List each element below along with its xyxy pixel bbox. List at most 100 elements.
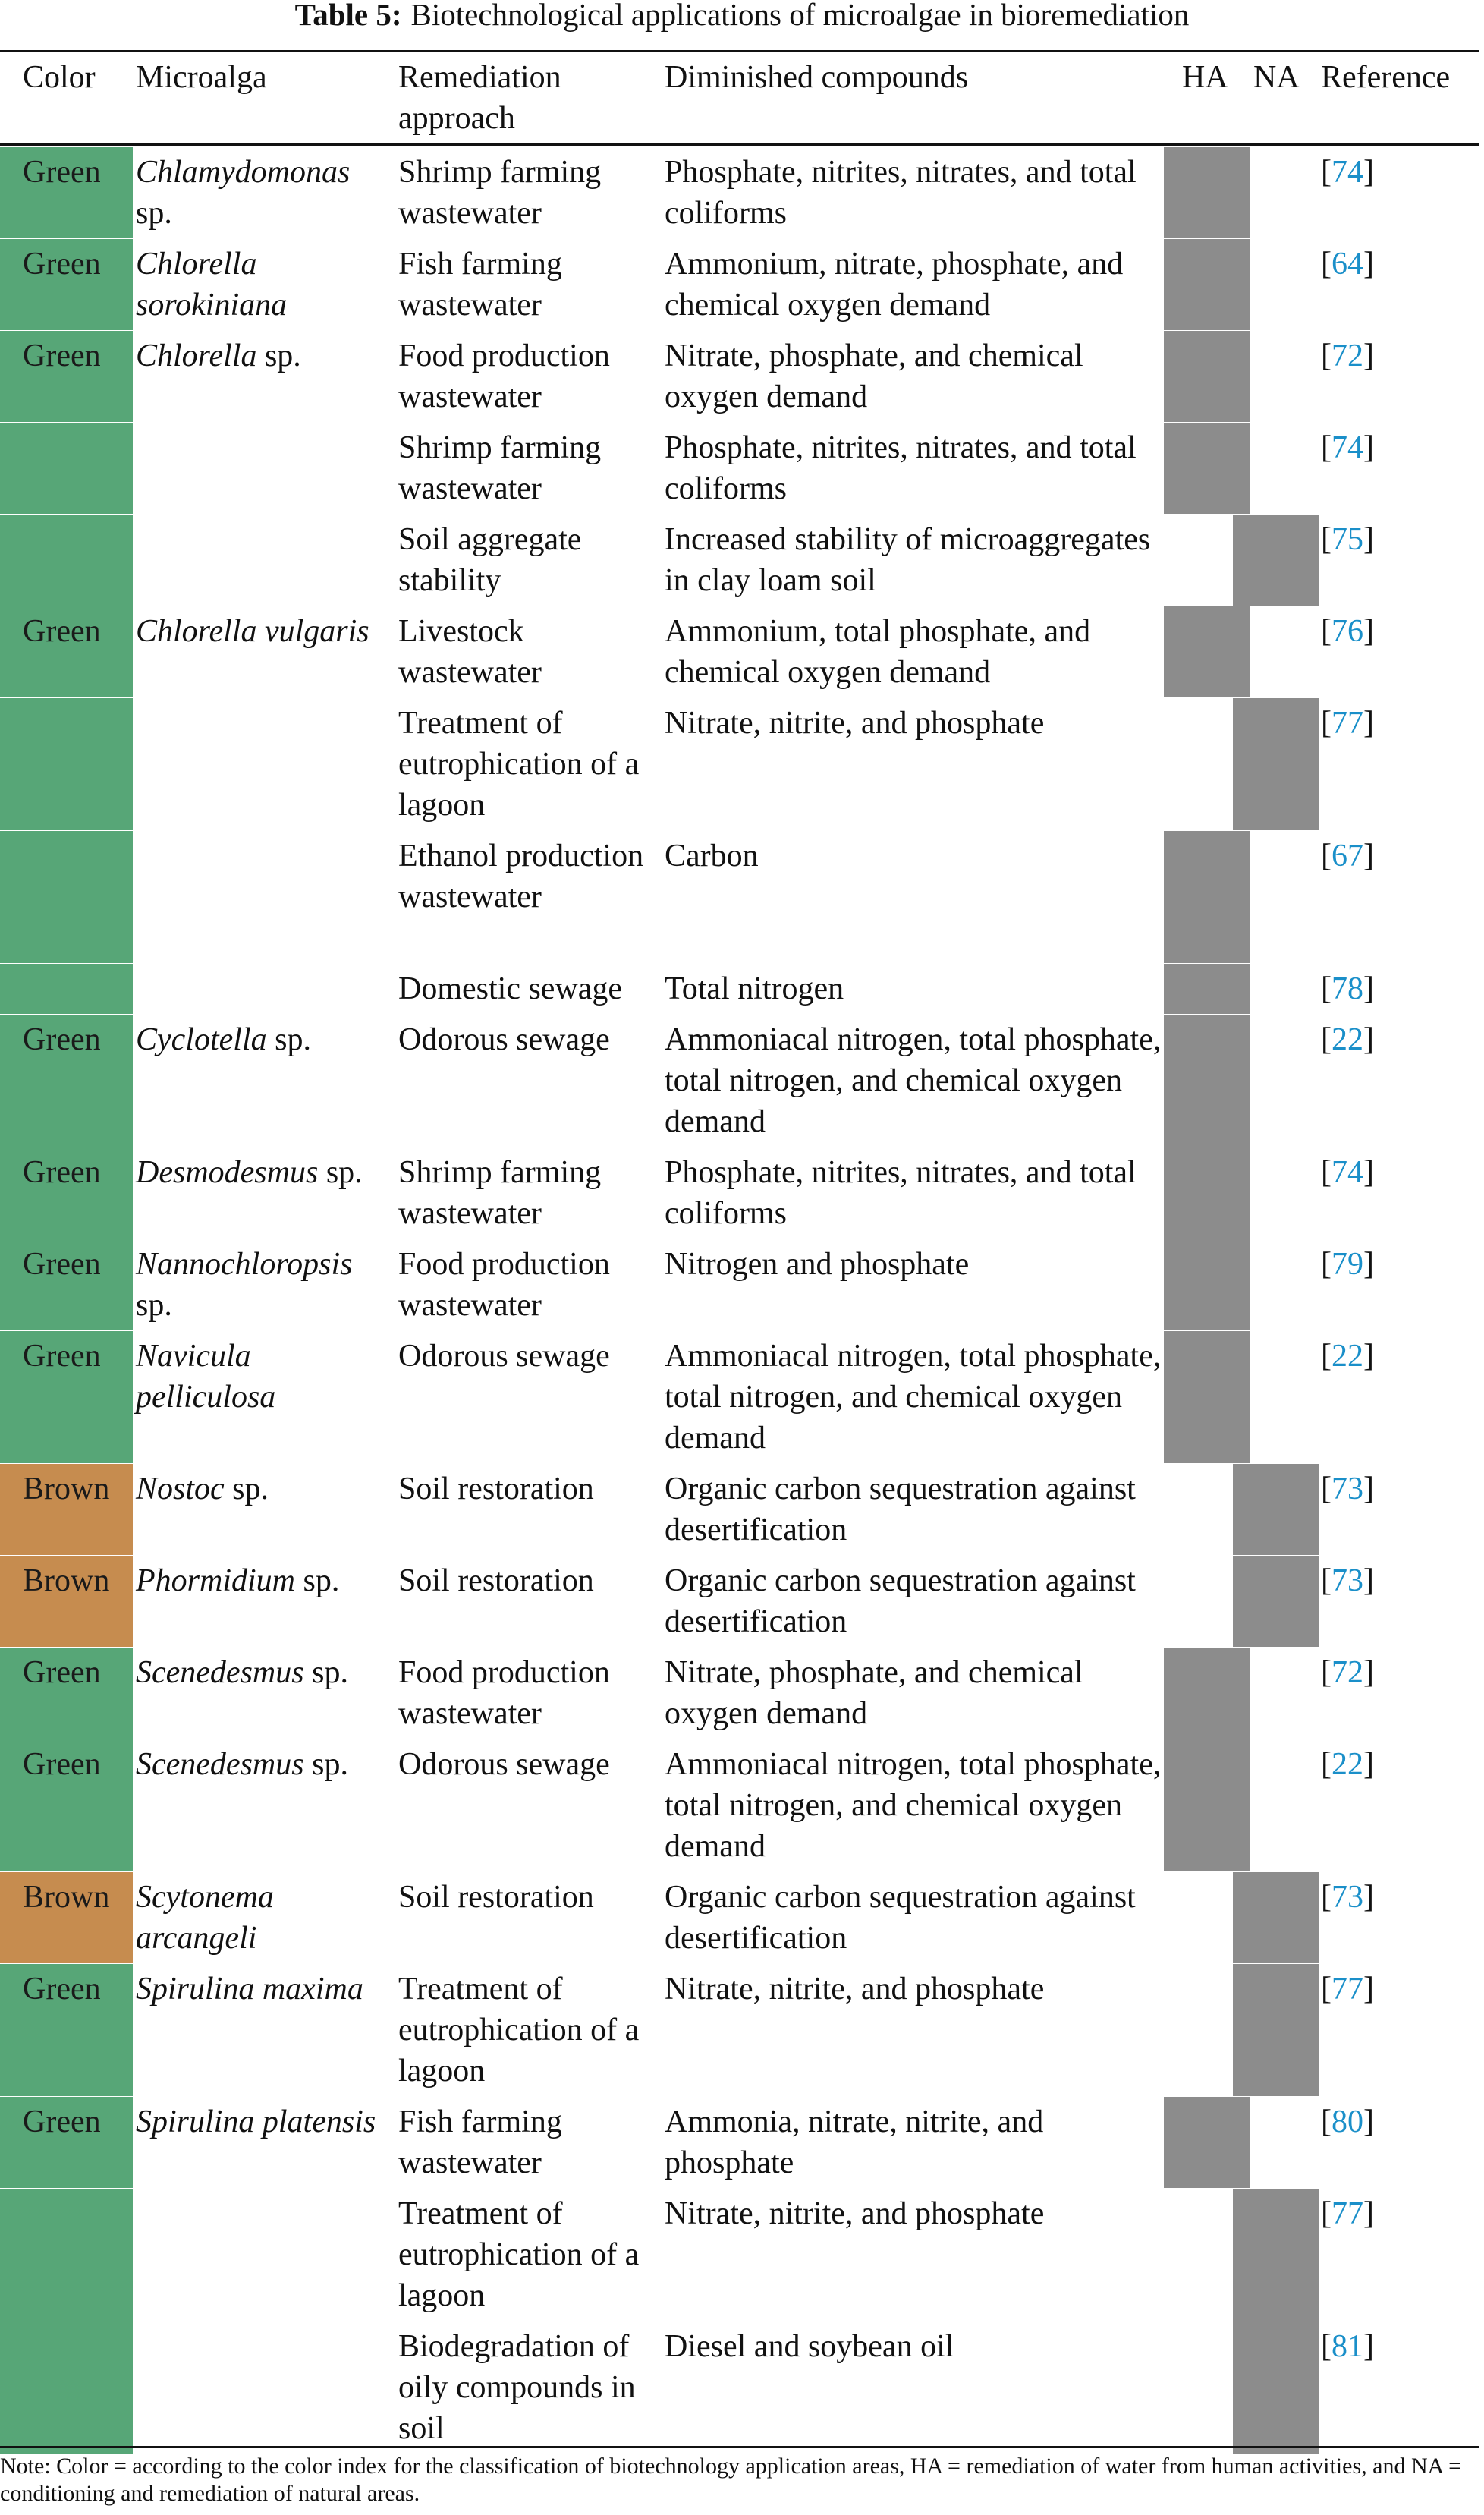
microalga-name: Chlorella sorokiniana xyxy=(136,247,288,323)
table-row: Biodegradation of oily compounds in soil… xyxy=(0,2321,1479,2454)
header-remediation: Remediation approach xyxy=(398,60,561,136)
ha-marker xyxy=(1164,1147,1250,1239)
table-row: Green Chlamydomonas sp. Shrimp farming was… xyxy=(0,146,1479,238)
table-row: Green Chlorella vulgaris Livestock wastewa… xyxy=(0,606,1479,697)
remediation-cell: Fish farming wastewater xyxy=(398,247,562,323)
reference-link[interactable]: 74 xyxy=(1332,1155,1363,1190)
compounds-cell: Increased stability of microaggregates i… xyxy=(665,522,1151,598)
reference-cell: [80] xyxy=(1321,2104,1374,2139)
reference-cell: [64] xyxy=(1321,247,1374,282)
remediation-cell: Food production wastewater xyxy=(398,1655,610,1731)
color-cell: Green xyxy=(0,1331,133,1463)
reference-link[interactable]: 76 xyxy=(1332,614,1363,649)
color-cell: Green xyxy=(0,1015,133,1147)
microalga-name: Scenedesmus xyxy=(136,1747,304,1782)
reference-cell: [72] xyxy=(1321,338,1374,373)
table-body: Green Chlamydomonas sp. Shrimp farming was… xyxy=(0,146,1479,2454)
reference-link[interactable]: 67 xyxy=(1332,839,1363,873)
reference-link[interactable]: 73 xyxy=(1332,1880,1363,1915)
microalga-cell: Nostoc sp. xyxy=(136,1468,386,1509)
color-cell: Green xyxy=(0,1147,133,1239)
reference-link[interactable]: 74 xyxy=(1332,430,1363,465)
ha-marker xyxy=(1164,1331,1250,1463)
microalga-name: Spirulina platensis xyxy=(136,2104,376,2139)
bottom-rule xyxy=(0,2446,1479,2448)
color-label: Green xyxy=(23,247,101,282)
na-marker xyxy=(1233,515,1319,606)
microalga-cell: Cyclotella sp. xyxy=(136,1019,386,1060)
reference-cell: [75] xyxy=(1321,522,1374,557)
table-note: Note: Color = according to the color ind… xyxy=(0,2454,1462,2506)
table-row: Brown Phormidium sp. Soil restoration Organ… xyxy=(0,1555,1479,1647)
reference-cell: [73] xyxy=(1321,1880,1374,1915)
color-label: Brown xyxy=(23,1563,110,1598)
ha-marker xyxy=(1164,606,1250,697)
color-cell: Green xyxy=(0,1239,133,1330)
microalga-cell: Chlamydomonas sp. xyxy=(136,152,386,234)
remediation-cell: Food production wastewater xyxy=(398,338,610,414)
reference-link[interactable]: 73 xyxy=(1332,1472,1363,1506)
microalga-cell: Chlorella sorokiniana xyxy=(136,244,386,326)
reference-link[interactable]: 72 xyxy=(1332,1655,1363,1690)
reference-link[interactable]: 22 xyxy=(1332,1747,1363,1782)
remediation-cell: Odorous sewage xyxy=(398,1339,610,1374)
compounds-cell: Organic carbon sequestration against des… xyxy=(665,1880,1136,1956)
ha-marker xyxy=(1164,1239,1250,1330)
ha-marker xyxy=(1164,147,1250,238)
species-suffix: sp. xyxy=(136,196,172,231)
compounds-cell: Nitrate, phosphate, and chemical oxygen … xyxy=(665,338,1083,414)
microalga-cell: Chlorella vulgaris xyxy=(136,611,386,652)
species-suffix: sp. xyxy=(232,1472,269,1506)
reference-link[interactable]: 80 xyxy=(1332,2104,1363,2139)
color-cell: Green xyxy=(0,147,133,238)
reference-link[interactable]: 73 xyxy=(1332,1563,1363,1598)
reference-link[interactable]: 77 xyxy=(1332,706,1363,741)
table-row: Brown Nostoc sp. Soil restoration Organic c… xyxy=(0,1463,1479,1555)
table-row: Green Chlorella sorokiniana Fish farming w… xyxy=(0,238,1479,330)
remediation-cell: Food production wastewater xyxy=(398,1247,610,1323)
microalga-name: Nostoc xyxy=(136,1472,225,1506)
remediation-cell: Shrimp farming wastewater xyxy=(398,430,602,506)
reference-link[interactable]: 81 xyxy=(1332,2329,1363,2364)
species-suffix: sp. xyxy=(136,1288,172,1323)
ha-marker xyxy=(1164,239,1250,330)
compounds-cell: Phosphate, nitrites, nitrates, and total… xyxy=(665,1155,1137,1231)
remediation-cell: Treatment of eutrophication of a lagoon xyxy=(398,1972,640,2088)
table-row: Brown Scytonema arcangeli Soil restoration… xyxy=(0,1871,1479,1963)
reference-link[interactable]: 77 xyxy=(1332,1972,1363,2007)
reference-link[interactable]: 22 xyxy=(1332,1339,1363,1374)
table-row: Shrimp farming wastewater Phosphate, nitr… xyxy=(0,422,1479,514)
top-rule xyxy=(0,50,1479,52)
reference-cell: [22] xyxy=(1321,1022,1374,1057)
reference-link[interactable]: 22 xyxy=(1332,1022,1363,1057)
color-cell: Green xyxy=(0,1964,133,2096)
color-label: Green xyxy=(23,1247,101,1282)
compounds-cell: Ammonium, total phosphate, and chemical … xyxy=(665,614,1091,690)
microalga-cell: Navicula pelliculosa xyxy=(136,1336,386,1418)
microalga-name: Chlorella xyxy=(136,338,257,373)
species-suffix: sp. xyxy=(275,1022,311,1057)
microalga-cell: Phormidium sp. xyxy=(136,1560,386,1601)
color-label: Green xyxy=(23,1747,101,1782)
remediation-cell: Biodegradation of oily compounds in soil xyxy=(398,2329,636,2446)
compounds-cell: Carbon xyxy=(665,839,759,873)
remediation-cell: Ethanol production wastewater xyxy=(398,839,644,914)
color-label: Green xyxy=(23,2104,101,2139)
reference-link[interactable]: 74 xyxy=(1332,155,1363,190)
reference-link[interactable]: 72 xyxy=(1332,338,1363,373)
reference-cell: [81] xyxy=(1321,2329,1374,2364)
reference-link[interactable]: 64 xyxy=(1332,247,1363,282)
microalga-name: Scytonema arcangeli xyxy=(136,1880,274,1956)
table-row: Green Scenedesmus sp. Food production wast… xyxy=(0,1647,1479,1739)
color-cell xyxy=(0,964,133,1014)
reference-link[interactable]: 75 xyxy=(1332,522,1363,557)
na-marker xyxy=(1233,1556,1319,1647)
color-label: Green xyxy=(23,1339,101,1374)
compounds-cell: Ammonium, nitrate, phosphate, and chemic… xyxy=(665,247,1124,323)
microalga-cell: Chlorella sp. xyxy=(136,335,386,376)
reference-link[interactable]: 79 xyxy=(1332,1247,1363,1282)
microalga-name: Nannochloropsis xyxy=(136,1247,353,1282)
reference-link[interactable]: 78 xyxy=(1332,971,1363,1006)
table-row: Green Chlorella sp. Food production wastew… xyxy=(0,330,1479,422)
reference-link[interactable]: 77 xyxy=(1332,2196,1363,2231)
